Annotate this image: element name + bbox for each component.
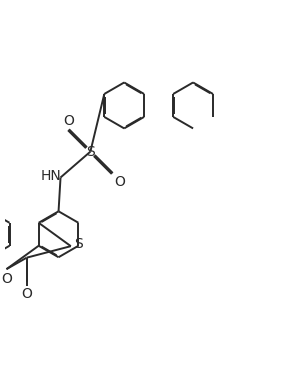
Text: O: O [63,114,74,128]
Text: S: S [74,237,82,251]
Text: O: O [114,175,125,189]
Text: O: O [21,287,32,301]
Text: O: O [1,272,12,286]
Text: S: S [86,145,95,159]
Text: HN: HN [40,168,61,182]
